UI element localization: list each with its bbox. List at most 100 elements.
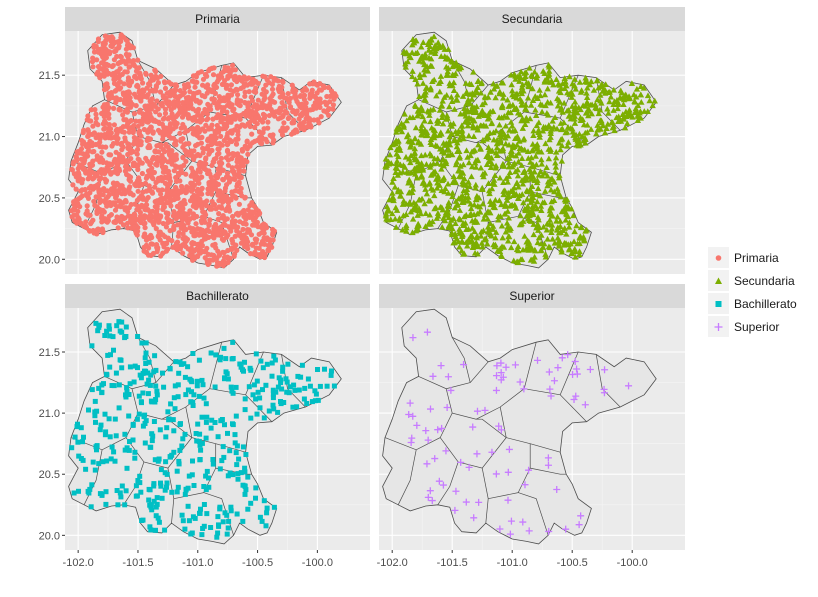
point — [458, 233, 466, 239]
point — [496, 525, 504, 533]
point — [418, 160, 425, 166]
legend-symbol — [715, 277, 722, 284]
point — [215, 262, 221, 268]
facet-superior: Superior-102.0 -101.5 -101.0 -100.5 -100.0 — [377, 284, 685, 569]
point — [153, 383, 159, 389]
point — [477, 164, 485, 171]
point — [537, 92, 544, 99]
point — [437, 73, 445, 79]
point — [545, 527, 553, 535]
point — [514, 259, 521, 266]
point — [513, 246, 521, 253]
point — [233, 413, 239, 419]
point — [547, 392, 555, 400]
point — [199, 220, 205, 226]
point — [190, 458, 195, 464]
point — [408, 434, 416, 442]
point — [438, 114, 446, 121]
point — [575, 142, 582, 149]
point — [139, 170, 145, 177]
point — [220, 237, 227, 243]
point — [223, 174, 230, 180]
point — [486, 190, 493, 197]
point — [174, 212, 180, 218]
point — [389, 179, 396, 185]
point — [198, 506, 203, 512]
point — [434, 39, 442, 46]
point — [260, 105, 266, 111]
point — [460, 187, 467, 194]
point — [561, 75, 568, 81]
point — [199, 227, 205, 233]
point — [113, 193, 120, 199]
point — [84, 211, 91, 217]
point — [198, 140, 204, 146]
point — [271, 504, 277, 510]
point — [504, 114, 511, 120]
point — [439, 156, 447, 163]
point — [113, 433, 119, 439]
point — [92, 398, 98, 404]
point — [536, 86, 543, 93]
point — [197, 169, 203, 175]
point — [619, 111, 626, 117]
point — [212, 85, 218, 91]
point — [235, 128, 241, 134]
point — [116, 39, 122, 45]
point — [94, 408, 100, 414]
point — [470, 514, 478, 522]
point — [183, 392, 189, 398]
point — [145, 252, 152, 258]
point — [571, 113, 579, 119]
point — [168, 203, 174, 209]
point — [567, 240, 574, 247]
point — [219, 417, 225, 422]
point — [162, 196, 168, 202]
point — [178, 166, 184, 173]
point — [232, 432, 238, 438]
point — [558, 104, 565, 111]
point — [171, 428, 177, 434]
point — [558, 354, 566, 362]
point — [517, 212, 524, 219]
point — [169, 489, 175, 495]
point — [460, 222, 467, 229]
point — [183, 227, 189, 233]
point — [165, 235, 171, 241]
point — [535, 234, 543, 241]
point — [203, 122, 209, 128]
point — [125, 75, 132, 81]
point — [456, 243, 463, 250]
point — [136, 129, 142, 135]
point — [469, 233, 476, 240]
point — [167, 198, 173, 205]
point — [115, 502, 121, 508]
point — [149, 76, 155, 82]
point — [457, 458, 465, 466]
point — [154, 495, 160, 501]
point — [422, 97, 429, 103]
point — [469, 224, 476, 231]
point — [134, 151, 140, 157]
point — [234, 511, 240, 517]
point — [421, 117, 428, 124]
point — [595, 84, 602, 91]
y-tick-label: 21.0 — [39, 132, 60, 144]
point — [206, 181, 212, 188]
point — [162, 527, 168, 533]
y-tick-label: 21.5 — [39, 347, 60, 359]
point — [270, 402, 276, 408]
point — [139, 121, 145, 127]
point — [298, 374, 304, 380]
point — [431, 127, 439, 134]
point — [154, 156, 161, 163]
point — [148, 103, 154, 109]
facet-strip — [379, 7, 685, 31]
point — [181, 82, 188, 88]
point — [531, 68, 538, 75]
point — [409, 73, 416, 80]
point — [418, 131, 425, 138]
point — [199, 377, 205, 383]
point — [149, 96, 155, 102]
point — [312, 81, 318, 87]
